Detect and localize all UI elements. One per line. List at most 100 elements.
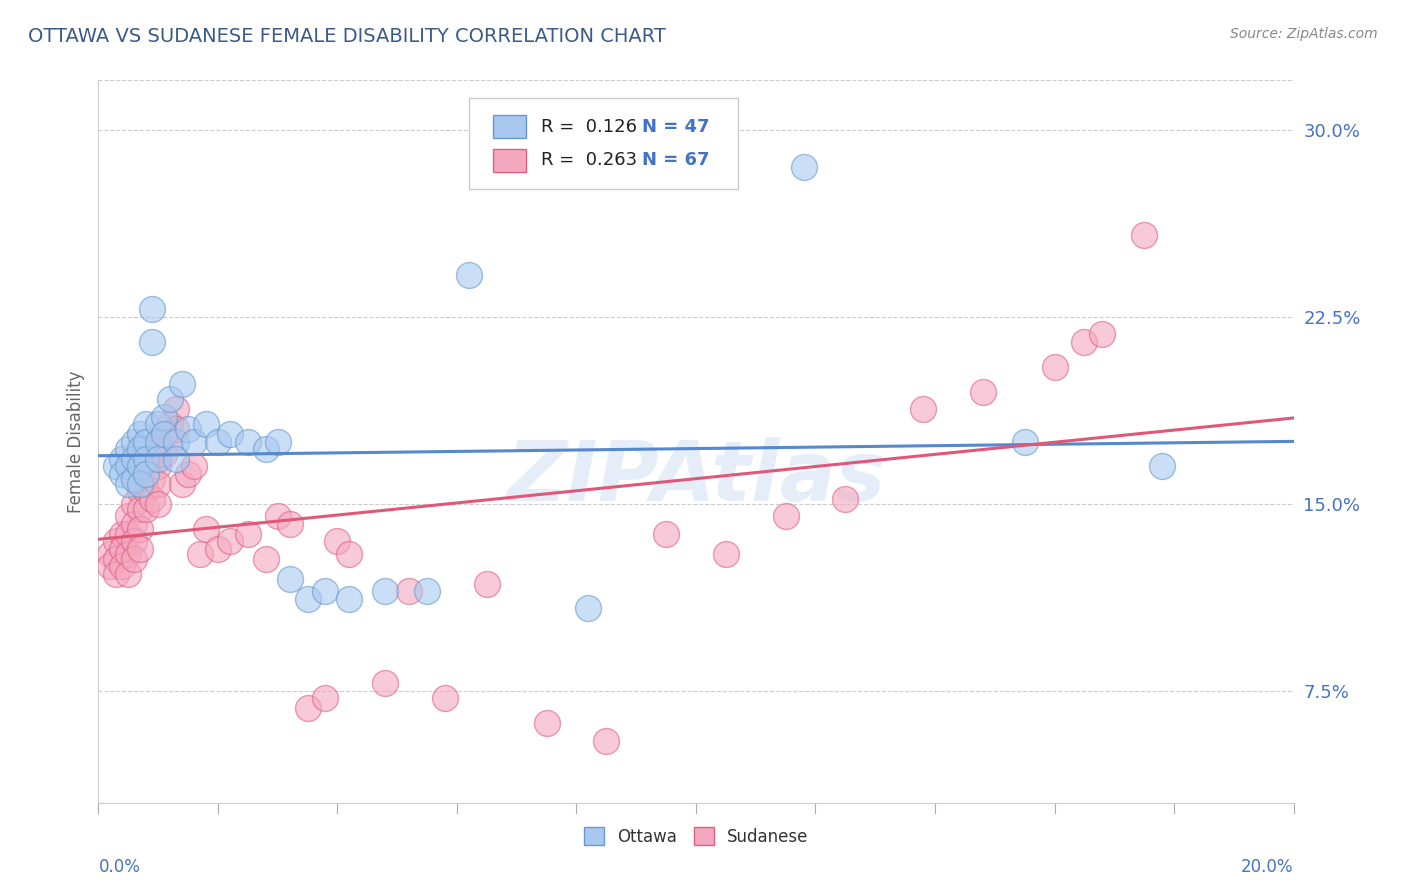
Text: R =  0.126: R = 0.126	[541, 118, 637, 136]
Point	[117, 547, 139, 561]
Point	[117, 442, 139, 456]
Point	[153, 427, 176, 442]
Point	[159, 417, 181, 431]
Point	[165, 402, 187, 417]
Point	[124, 452, 146, 467]
Point	[195, 522, 218, 536]
Point	[117, 476, 139, 491]
Point	[124, 497, 146, 511]
Point	[129, 442, 152, 456]
Point	[374, 584, 396, 599]
Point	[135, 467, 157, 481]
Point	[595, 733, 617, 747]
Text: R =  0.263: R = 0.263	[541, 152, 637, 169]
Point	[117, 566, 139, 581]
Text: OTTAWA VS SUDANESE FEMALE DISABILITY CORRELATION CHART: OTTAWA VS SUDANESE FEMALE DISABILITY COR…	[28, 27, 666, 45]
Text: 0.0%: 0.0%	[98, 857, 141, 876]
Point	[135, 452, 157, 467]
Point	[183, 459, 205, 474]
Point	[141, 302, 163, 317]
Point	[129, 427, 152, 442]
Point	[117, 459, 139, 474]
Point	[124, 434, 146, 449]
Point	[475, 576, 498, 591]
Point	[434, 691, 457, 706]
Point	[135, 467, 157, 481]
Point	[834, 491, 856, 506]
Text: N = 47: N = 47	[643, 118, 710, 136]
Point	[129, 459, 152, 474]
Point	[135, 434, 157, 449]
Point	[129, 484, 152, 499]
Point	[129, 541, 152, 556]
FancyBboxPatch shape	[494, 149, 526, 172]
Point	[1152, 459, 1174, 474]
Point	[148, 497, 170, 511]
Point	[165, 434, 187, 449]
Point	[655, 526, 678, 541]
Text: N = 67: N = 67	[643, 152, 710, 169]
Point	[111, 559, 134, 574]
Point	[278, 572, 301, 586]
Point	[775, 509, 797, 524]
Point	[236, 434, 259, 449]
Point	[153, 447, 176, 461]
Point	[124, 534, 146, 549]
FancyBboxPatch shape	[470, 98, 738, 189]
Point	[159, 392, 181, 407]
Text: Source: ZipAtlas.com: Source: ZipAtlas.com	[1230, 27, 1378, 41]
Point	[972, 384, 994, 399]
Point	[129, 501, 152, 516]
Point	[177, 467, 200, 481]
Point	[117, 509, 139, 524]
Point	[536, 716, 558, 731]
Point	[135, 501, 157, 516]
Point	[153, 427, 176, 442]
Point	[236, 526, 259, 541]
Point	[148, 442, 170, 456]
Point	[1014, 434, 1036, 449]
Point	[159, 434, 181, 449]
Point	[219, 534, 242, 549]
Y-axis label: Female Disability: Female Disability	[66, 370, 84, 513]
Point	[339, 547, 361, 561]
Point	[374, 676, 396, 690]
Point	[124, 472, 146, 486]
Point	[458, 268, 481, 282]
Point	[98, 559, 122, 574]
Point	[1091, 327, 1114, 342]
Point	[124, 551, 146, 566]
Point	[398, 584, 420, 599]
Point	[315, 691, 337, 706]
Point	[172, 476, 194, 491]
Point	[153, 409, 176, 424]
Point	[111, 452, 134, 467]
FancyBboxPatch shape	[494, 115, 526, 138]
Point	[297, 591, 319, 606]
Legend: Ottawa, Sudanese: Ottawa, Sudanese	[576, 821, 815, 852]
Point	[105, 534, 128, 549]
Point	[339, 591, 361, 606]
Point	[124, 516, 146, 531]
Point	[326, 534, 349, 549]
Point	[148, 417, 170, 431]
Point	[129, 522, 152, 536]
Point	[254, 551, 277, 566]
Point	[148, 434, 170, 449]
Point	[165, 452, 187, 467]
Point	[148, 476, 170, 491]
Text: ZIPAtlas: ZIPAtlas	[506, 437, 886, 518]
Point	[111, 541, 134, 556]
Text: 20.0%: 20.0%	[1241, 857, 1294, 876]
Point	[141, 452, 163, 467]
Point	[141, 472, 163, 486]
Point	[188, 547, 211, 561]
Point	[219, 427, 242, 442]
Point	[129, 476, 152, 491]
Point	[195, 417, 218, 431]
Point	[165, 422, 187, 436]
Point	[912, 402, 935, 417]
Point	[315, 584, 337, 599]
Point	[254, 442, 277, 456]
Point	[177, 422, 200, 436]
